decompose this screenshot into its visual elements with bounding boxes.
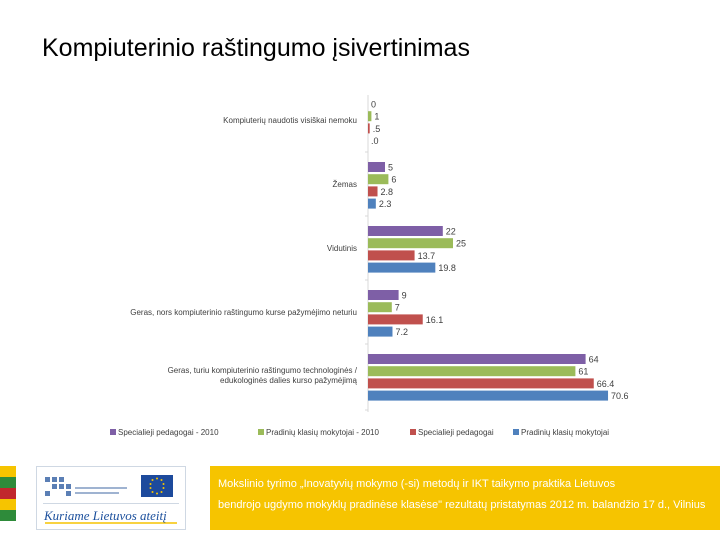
- logo-slogan: Kuriame Lietuvos ateitį: [44, 508, 167, 523]
- category-label: Geras, nors kompiuterinio raštingumo kur…: [130, 308, 357, 317]
- legend-swatch: [258, 429, 264, 435]
- legend-label: Pradinių klasių mokytojai: [521, 428, 609, 437]
- bar-2-5: [368, 366, 576, 377]
- bar-value-label: .0: [371, 136, 379, 146]
- bar-value-label: 7.2: [395, 327, 408, 337]
- bar-1-2: [368, 162, 385, 172]
- legend-label: Specialieji pedagogai - 2010: [118, 428, 219, 437]
- eu-flag-icon: [141, 475, 173, 497]
- bar-2-1: [368, 111, 372, 122]
- footer-text-line1: Mokslinio tyrimo „Inovatyvių mokymo (-si…: [218, 478, 616, 490]
- bar-value-label: 16.1: [426, 315, 444, 325]
- bar-3-4: [368, 314, 423, 325]
- legend-label: Specialieji pedagogai: [418, 428, 494, 437]
- legend-swatch: [410, 429, 416, 435]
- bar-value-label: 64: [589, 355, 599, 365]
- bar-2-4: [368, 302, 392, 313]
- eu-funds-logo: [36, 466, 186, 530]
- bar-value-label: 9: [402, 291, 407, 301]
- legend-swatch: [513, 429, 519, 435]
- bar-3-3: [368, 250, 415, 261]
- bar-3-2: [368, 186, 378, 197]
- bar-3-5: [368, 378, 594, 389]
- flag-red-stripe: [0, 488, 16, 499]
- flag-yellow-stripe: [0, 466, 16, 477]
- bar-3-1: [368, 123, 370, 134]
- bar-1-4: [368, 290, 399, 300]
- bar-value-label: 66.4: [597, 379, 615, 389]
- bar-value-label: 25: [456, 239, 466, 249]
- bar-4-2: [368, 198, 376, 209]
- slide-title: Kompiuterinio raštingumo įsivertinimas: [42, 34, 470, 62]
- footer-text-line2: bendrojo ugdymo mokyklų pradinėse klasės…: [218, 499, 706, 511]
- bar-4-3: [368, 262, 436, 273]
- bar-4-4: [368, 326, 393, 337]
- bar-value-label: 19.8: [438, 263, 456, 273]
- bar-value-label: 2.8: [381, 187, 394, 197]
- bar-value-label: 61: [578, 367, 588, 377]
- bar-value-label: 70.6: [611, 391, 629, 401]
- legend-swatch: [110, 429, 116, 435]
- bar-value-label: 0: [371, 100, 376, 110]
- footer-band: [210, 466, 720, 530]
- bar-value-label: 1: [374, 112, 379, 122]
- bar-value-label: 22: [446, 227, 456, 237]
- bar-value-label: 13.7: [418, 251, 436, 261]
- bar-value-label: 6: [391, 175, 396, 185]
- bar-value-label: 5: [388, 163, 393, 173]
- bar-2-2: [368, 174, 389, 185]
- bar-1-3: [368, 226, 443, 236]
- category-label: Vidutinis: [327, 244, 357, 253]
- flag-green-stripe: [0, 477, 16, 488]
- bar-4-5: [368, 390, 609, 401]
- bar-value-label: 2.3: [379, 199, 392, 209]
- flag-yellow-stripe-2: [0, 499, 16, 510]
- bar-2-3: [368, 238, 453, 249]
- bar-value-label: .5: [373, 124, 381, 134]
- ministry-logo-icon: [45, 477, 71, 496]
- category-label: Kompiuterių naudotis visiškai nemoku: [223, 116, 357, 125]
- legend-label: Pradinių klasių mokytojai - 2010: [266, 428, 379, 437]
- flag-green-stripe-2: [0, 510, 16, 521]
- category-label: Žemas: [333, 180, 357, 189]
- bar-value-label: 7: [395, 303, 400, 313]
- bar-1-5: [368, 354, 586, 364]
- category-label: Geras, turiu kompiuterinio raštingumo te…: [168, 366, 358, 385]
